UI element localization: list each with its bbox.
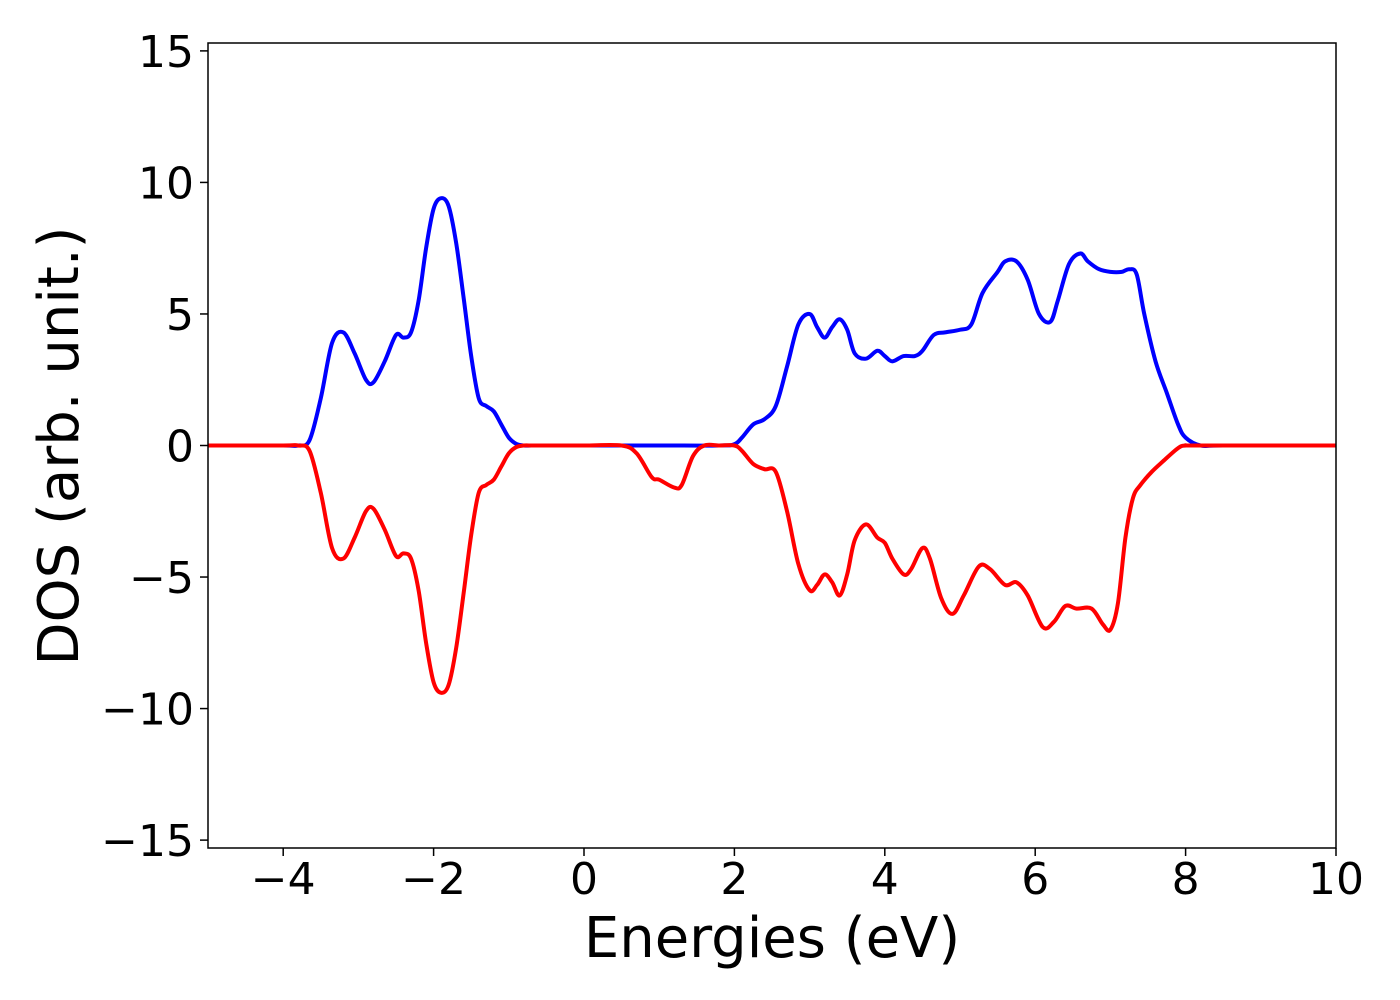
y-tick-label: 10 bbox=[138, 158, 194, 209]
series-line-2 bbox=[208, 442, 1336, 695]
y-tick-label: −15 bbox=[101, 816, 194, 867]
x-tick-label: 2 bbox=[720, 854, 748, 905]
y-tick-label: −5 bbox=[129, 553, 194, 604]
x-tick-label: −4 bbox=[251, 854, 316, 905]
y-tick-label: 15 bbox=[138, 27, 194, 78]
y-tick-label: 5 bbox=[166, 290, 194, 341]
x-tick-label: 8 bbox=[1172, 854, 1200, 905]
y-axis-label: DOS (arb. unit.) bbox=[27, 226, 92, 665]
y-tick-label: −10 bbox=[101, 685, 194, 736]
series-line-1 bbox=[208, 196, 1336, 449]
x-tick-label: 6 bbox=[1021, 854, 1049, 905]
x-tick-label: 10 bbox=[1308, 854, 1364, 905]
x-tick-label: −2 bbox=[401, 854, 466, 905]
y-tick-label: 0 bbox=[166, 422, 194, 473]
x-axis-label: Energies (eV) bbox=[584, 906, 960, 971]
x-tick-label: 0 bbox=[570, 854, 598, 905]
plot-frame bbox=[207, 42, 1337, 849]
x-tick-label: 4 bbox=[871, 854, 899, 905]
